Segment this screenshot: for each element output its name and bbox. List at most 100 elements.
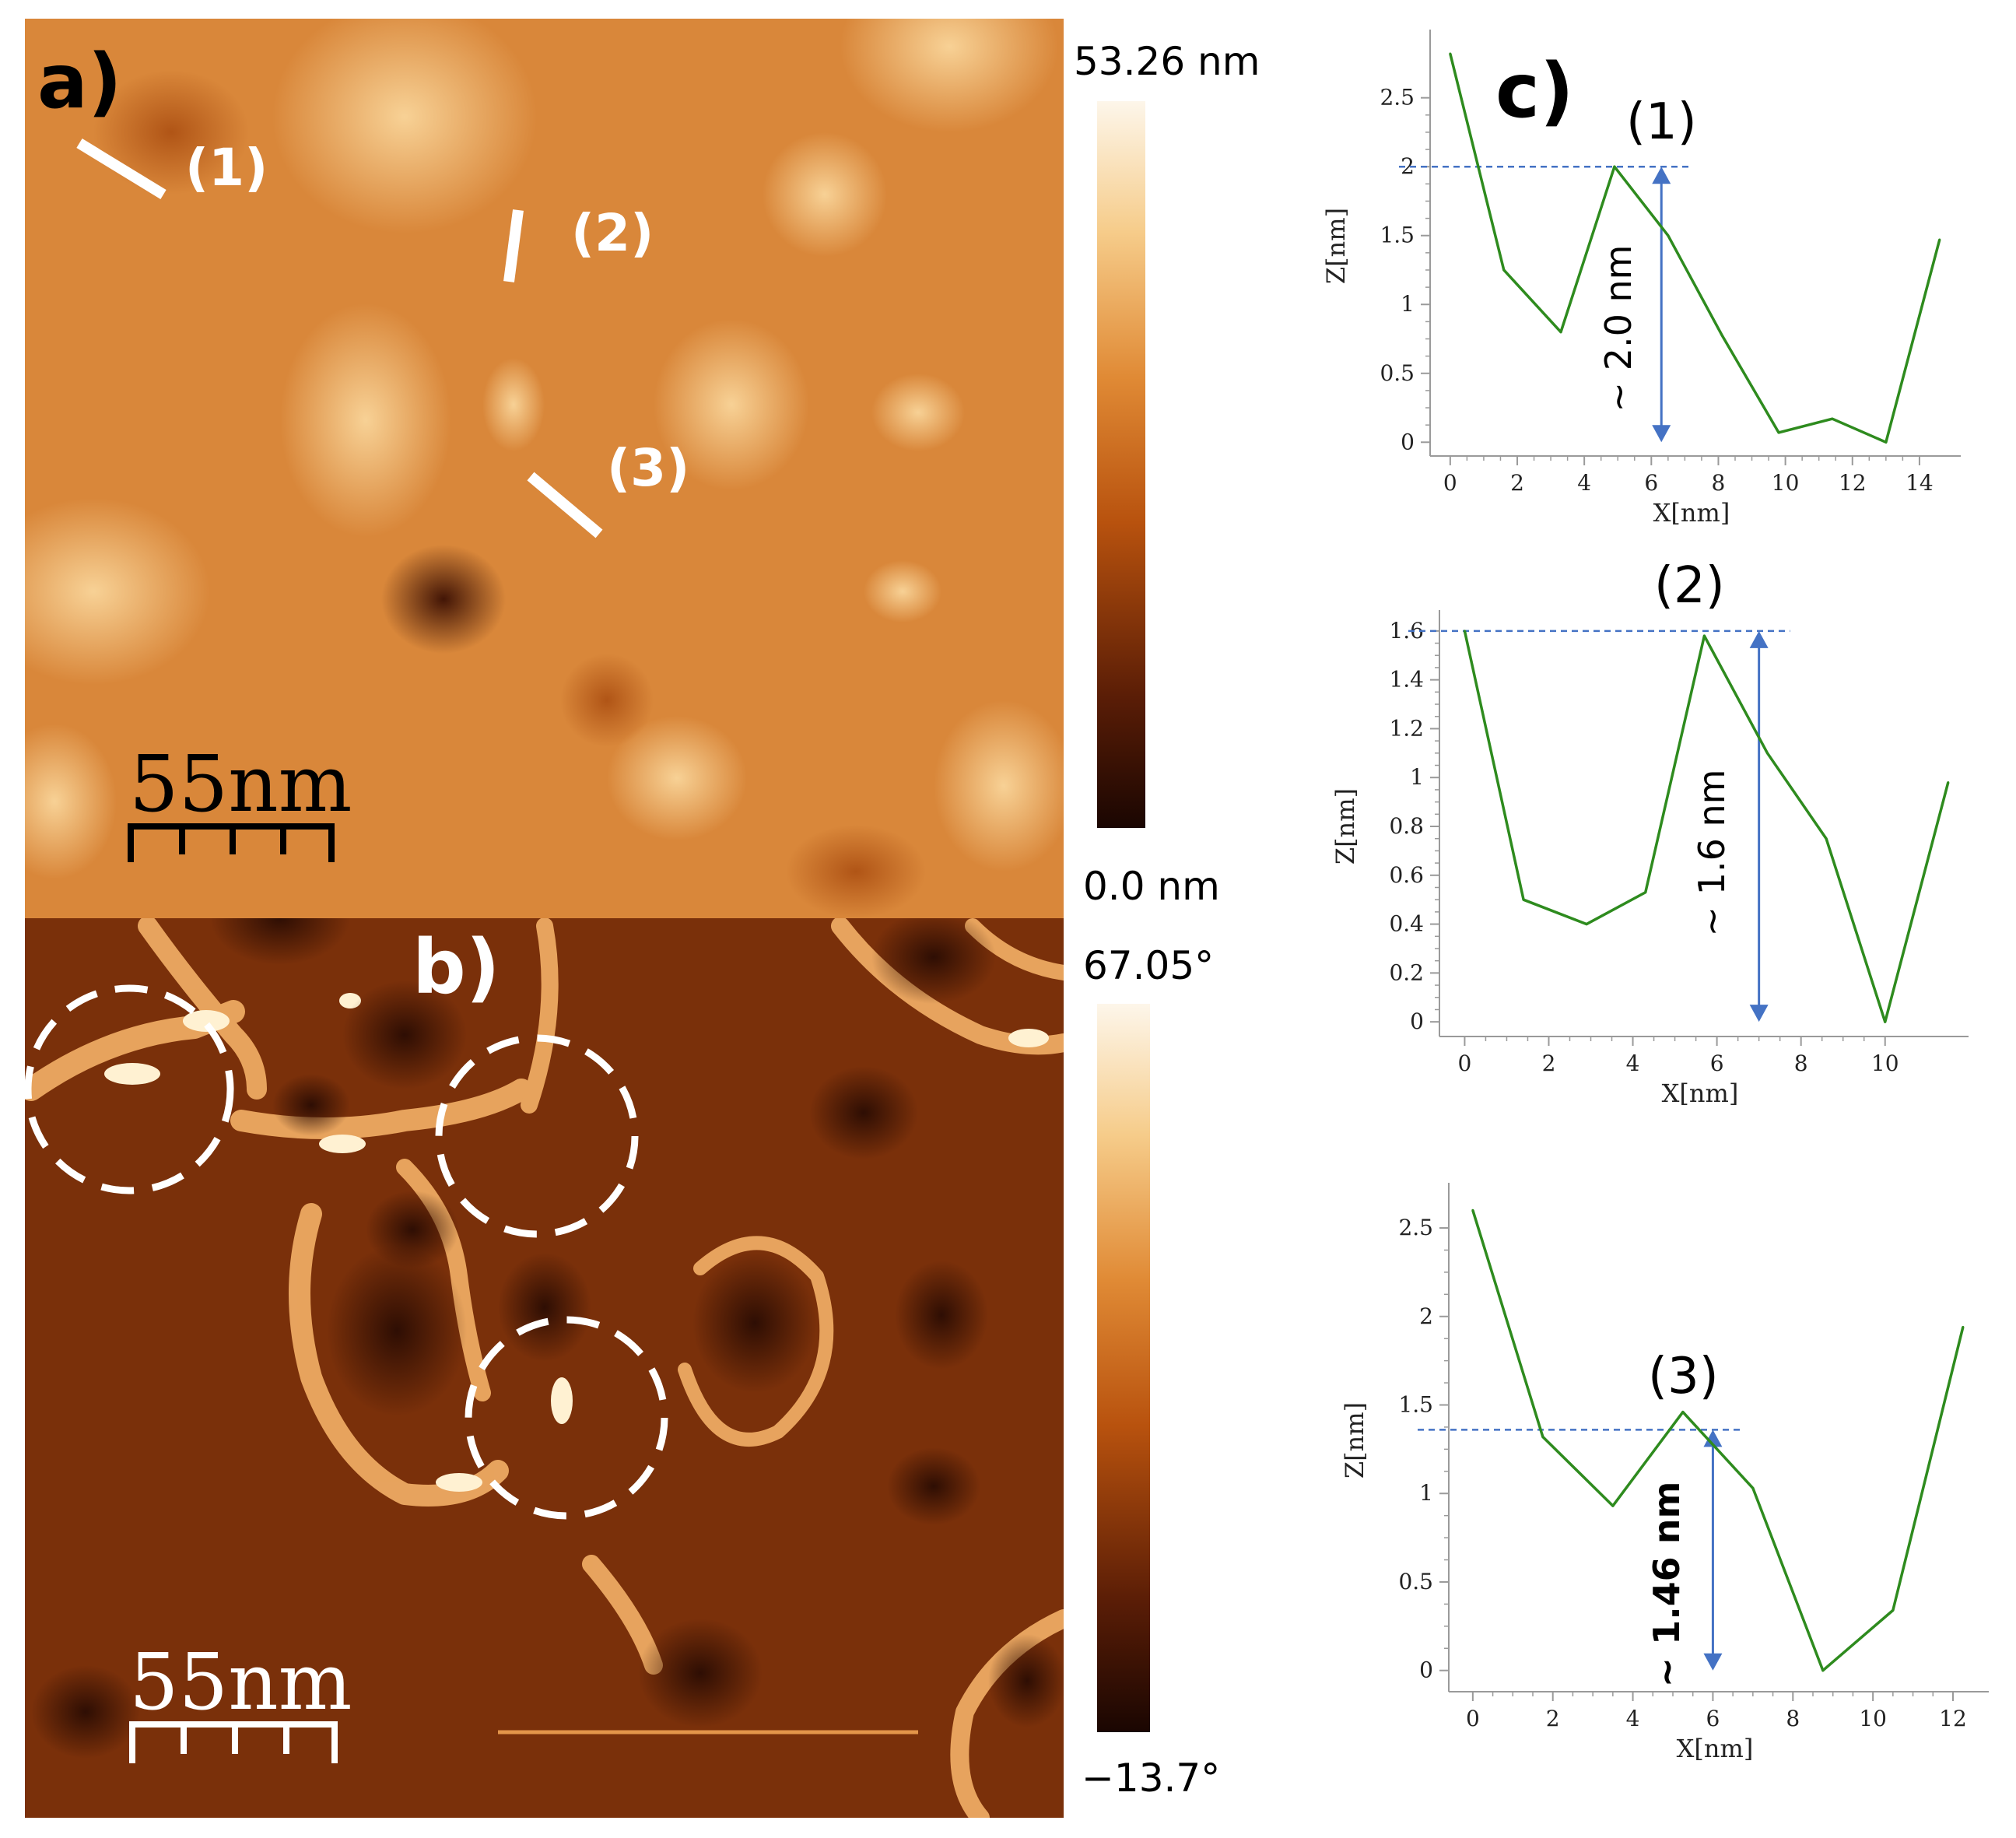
height-arrow-head-bottom [1703,1653,1723,1671]
y-tick-label: 1.4 [1389,667,1424,693]
profile-marker-2-label: (2) [571,203,654,263]
x-axis-label: X[nm] [1662,1079,1739,1108]
profile-marker-1-label: (1) [185,138,268,198]
profile-point [1644,891,1647,894]
profile-marker-1 [76,139,167,199]
highlight-circle [435,1034,639,1238]
profile-title: (3) [1648,1348,1719,1405]
y-tick-label: 2 [1419,1303,1433,1329]
panel-a-label: a) [37,38,122,125]
y-axis-label: Z[nm] [1340,1402,1369,1478]
x-tick-label: 4 [1577,470,1591,496]
x-tick-label: 0 [1443,470,1457,496]
y-tick-label: 0 [1410,1008,1424,1034]
height-feature [482,358,545,451]
height-feature [280,303,451,537]
y-tick-label: 1.5 [1398,1392,1433,1418]
x-tick-label: 10 [1859,1706,1887,1731]
height-feature [272,19,537,233]
y-tick-label: 1 [1410,764,1424,790]
x-tick-label: 2 [1542,1051,1556,1076]
profile-point [1825,837,1828,840]
height-arrow-head-bottom [1652,425,1671,443]
panel-b-label: b) [412,924,500,1011]
profile-point [1585,923,1588,926]
profile-point [1667,234,1670,237]
height-annotation: ~ 2.0 nm [1597,245,1639,412]
scale-bar-a [128,823,335,862]
panel-a [25,19,1064,918]
height-annotation: ~ 1.6 nm [1691,770,1733,937]
phase-dark-domains [31,918,1064,1759]
profile-point [1559,331,1562,334]
profile-title: (2) [1654,557,1725,615]
profile-point [1751,1486,1755,1489]
profile-point [1449,52,1452,55]
profile-point [1947,780,1950,784]
profile-point [1765,752,1769,755]
colorbar-b [1097,1004,1150,1732]
profile-chart-3: 0 0.5 1 1.5 2 2.5 0 2 4 6 8 10 12 X[nm] Z[nm] (3) ~ 1.46… [1340,1183,1989,1763]
profile-marker-2 [503,209,524,282]
profile-series-line [1449,53,1941,444]
y-tick-label: 1.6 [1389,618,1424,644]
height-feature [840,19,1058,132]
profile-point [1885,440,1888,444]
height-pit [381,545,506,654]
profile-point [1613,165,1616,168]
profile-point [1471,1208,1474,1212]
profile-charts: 00.511.522.50 2 4 6 8 10 12 14X[nm]Z[nm](1)~ 2.… [1321,30,1989,1763]
height-pit [786,825,926,918]
colorbar-b-min: −13.7° [1082,1756,1220,1801]
x-tick-label: 6 [1710,1051,1724,1076]
profile-point [1611,1504,1615,1507]
profile-point [1821,1669,1825,1672]
y-axis-label: Z[nm] [1331,788,1360,865]
x-tick-label: 0 [1466,1706,1480,1731]
profile-chart-1: 0 0.5 1 1.5 2 2.5 0 2 4 6 8 10 12 14 X[nm] Z[nm] (1) ~ 2.… [1321,30,1961,528]
colorbar-a-max: 53.26 nm [1074,39,1260,84]
height-feature [25,724,117,879]
height-feature [763,132,887,257]
profile-point [1681,1411,1685,1414]
colorbar-a [1097,101,1145,828]
x-tick-label: 6 [1644,470,1658,496]
scale-bar-b-label: 55nm [129,1636,352,1728]
x-tick-label: 8 [1794,1051,1808,1076]
y-tick-label: 0.5 [1398,1569,1433,1594]
profile-point [1522,898,1525,901]
height-pit [560,654,654,747]
y-tick-label: 0.2 [1389,959,1424,985]
x-tick-label: 2 [1546,1706,1560,1731]
scale-bar-a-label: 55nm [129,738,352,830]
profile-chart-2: 0 0.2 0.4 0.6 0.8 1 1.2 1.4 1.6 0 2 4 6 8 10 X[nm] Z[nm]… [1331,557,1969,1108]
x-tick-label: 12 [1839,470,1867,496]
profile-series-line [1471,1209,1965,1672]
x-tick-label: 10 [1772,470,1800,496]
y-tick-label: 0 [1401,429,1415,454]
profile-point [1884,1020,1887,1023]
height-annotation: ~ 1.46 nm [1646,1482,1688,1688]
height-pit [93,70,249,195]
panel-c-label: c) [1495,47,1574,135]
profile-title: (1) [1626,93,1697,151]
height-arrow-head-bottom [1749,1005,1769,1022]
x-tick-label: 10 [1871,1051,1899,1076]
x-tick-label: 4 [1626,1051,1640,1076]
y-tick-label: 0.6 [1389,862,1424,888]
profile-point [1463,630,1466,633]
profile-point [1702,634,1706,637]
phase-bright-spots [104,993,1049,1492]
y-tick-label: 1.2 [1389,715,1424,741]
profile-marker-3-label: (3) [607,438,689,498]
highlight-circles [24,984,668,1520]
y-axis-label: Z[nm] [1321,208,1351,284]
height-feature [864,560,941,623]
profile-point [1962,1325,1965,1328]
y-tick-label: 1 [1401,291,1415,317]
colorbar-a-min: 0.0 nm [1083,864,1220,909]
colorbar-b-max: 67.05° [1083,943,1214,988]
y-tick-label: 2.5 [1380,85,1415,110]
profile-point [1502,268,1506,272]
